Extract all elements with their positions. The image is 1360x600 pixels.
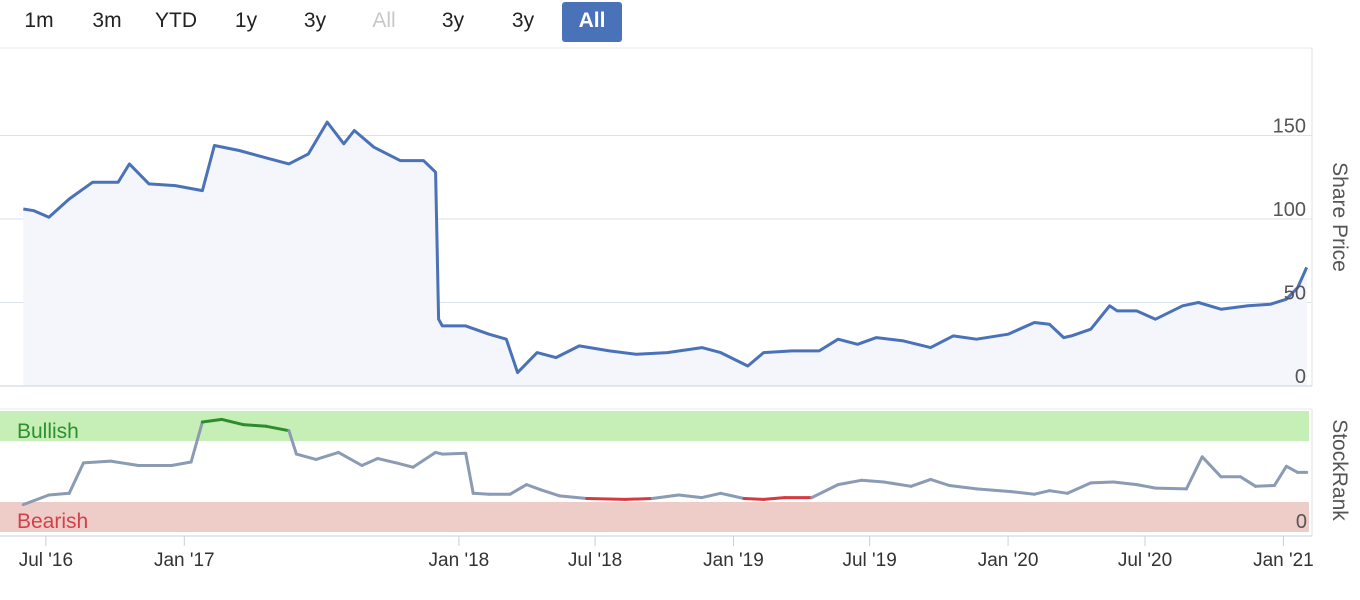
stockrank-segment bbox=[1047, 489, 1069, 495]
range-button-3m[interactable]: 3m bbox=[92, 9, 122, 32]
stockrank-segment bbox=[47, 491, 71, 497]
range-button-1y[interactable]: 1y bbox=[234, 9, 258, 32]
price-y-tick-100: 100 bbox=[1273, 199, 1306, 221]
stockrank-segment bbox=[170, 460, 193, 467]
stockrank-segment bbox=[440, 451, 468, 456]
stockrank-segment bbox=[1066, 481, 1093, 495]
stockrank-segment bbox=[1009, 490, 1036, 496]
bearish-zone bbox=[0, 502, 1309, 532]
x-tick-label: Jul '16 bbox=[19, 550, 73, 571]
stockrank-segment bbox=[836, 478, 863, 487]
stockrank-segment bbox=[677, 493, 704, 500]
price-panel: 150 100 50 0 Share Price bbox=[0, 47, 1351, 389]
stockrank-segment bbox=[241, 423, 268, 428]
x-tick-label: Jan '20 bbox=[978, 550, 1039, 571]
stockrank-segment bbox=[700, 491, 723, 500]
stockrank-segment bbox=[1032, 489, 1051, 496]
stockrank-segment bbox=[623, 497, 654, 501]
stockrank-segment bbox=[1184, 455, 1204, 491]
stockrank-segment bbox=[376, 457, 398, 465]
stockrank-segment bbox=[264, 424, 291, 433]
stockrank-segment bbox=[314, 450, 340, 461]
stockrank-segment bbox=[294, 452, 318, 461]
stockrank-segment bbox=[929, 477, 951, 487]
stockrank-segment bbox=[1089, 480, 1115, 485]
bearish-zone-label: Bearish bbox=[17, 510, 88, 533]
price-y-tick-0: 0 bbox=[1295, 366, 1306, 388]
stockrank-segment bbox=[882, 480, 913, 488]
stockrank-segment bbox=[909, 477, 933, 488]
stockrank-segment bbox=[810, 483, 840, 500]
stockrank-series bbox=[21, 417, 1309, 507]
stockrank-segment bbox=[287, 429, 298, 456]
stockrank-segment bbox=[1272, 464, 1288, 487]
stockrank-segment bbox=[411, 450, 438, 469]
stockrank-segment bbox=[471, 491, 491, 496]
stockrank-segment bbox=[200, 417, 224, 424]
stockrank-segment bbox=[109, 459, 140, 467]
x-axis: Jul '16 Jan '17 Jan '18 Jul '18 Jan '19 Jul '… bbox=[19, 536, 1314, 571]
stockrank-segment bbox=[1111, 480, 1139, 487]
price-axis-title: Share Price bbox=[1328, 162, 1351, 272]
bullish-zone-label: Bullish bbox=[17, 420, 79, 443]
stockrank-segment bbox=[859, 478, 886, 484]
rank-y-tick-0: 0 bbox=[1296, 511, 1307, 533]
stockrank-segment bbox=[1200, 455, 1223, 479]
x-tick-label: Jul '19 bbox=[842, 550, 896, 571]
stockrank-segment bbox=[82, 459, 113, 465]
price-y-tick-50: 50 bbox=[1284, 283, 1306, 305]
stockrank-segment bbox=[395, 461, 415, 469]
stockrank-segment bbox=[762, 496, 787, 501]
range-button-ytd[interactable]: YTD bbox=[155, 9, 197, 32]
range-button-3y-third[interactable]: 3y bbox=[511, 9, 535, 32]
price-series-line bbox=[23, 120, 1309, 375]
price-y-ticks: 150 100 50 0 bbox=[1273, 116, 1306, 389]
stockrank-segment bbox=[1154, 486, 1188, 491]
range-button-all[interactable]: All bbox=[562, 2, 622, 42]
stockrank-segment bbox=[220, 417, 245, 427]
price-area-fill bbox=[23, 122, 1307, 386]
x-tick-label: Jul '18 bbox=[568, 550, 622, 571]
range-button-3y-second[interactable]: 3y bbox=[441, 9, 465, 32]
stockrank-segment bbox=[360, 457, 380, 467]
x-tick-label: Jan '21 bbox=[1253, 550, 1314, 571]
stockrank-segment bbox=[1254, 484, 1276, 488]
stockrank-segment bbox=[650, 493, 681, 500]
stockrank-segment bbox=[719, 491, 746, 500]
bullish-zone bbox=[0, 411, 1309, 441]
range-selector: 1m 3m YTD 1y 3y All 3y 3y All bbox=[0, 0, 700, 44]
rank-axis-title: StockRank bbox=[1328, 419, 1351, 521]
x-tick-label: Jan '17 bbox=[154, 550, 215, 571]
range-button-3y[interactable]: 3y bbox=[303, 9, 327, 32]
price-y-tick-150: 150 bbox=[1273, 116, 1306, 138]
range-button-all-disabled: All bbox=[372, 9, 396, 32]
stockrank-panel: Bullish Bearish 0 StockRank bbox=[0, 408, 1351, 537]
stockrank-segment bbox=[67, 461, 85, 495]
stockrank-segment bbox=[558, 494, 589, 500]
stockrank-segment bbox=[21, 493, 51, 507]
stockrank-segment bbox=[975, 487, 1013, 494]
stockrank-segment bbox=[337, 450, 364, 467]
stockrank-segment bbox=[189, 420, 204, 464]
x-tick-label: Jan '19 bbox=[703, 550, 764, 571]
stockrank-segment bbox=[947, 484, 978, 491]
range-button-1m[interactable]: 1m bbox=[24, 9, 54, 32]
stockrank-segment bbox=[742, 497, 766, 501]
stockrank-segment bbox=[1284, 464, 1300, 474]
stockrank-segment bbox=[1135, 483, 1157, 490]
stockrank-segment bbox=[464, 451, 475, 495]
x-tick-label: Jan '18 bbox=[429, 550, 490, 571]
stockrank-segment bbox=[1239, 475, 1258, 488]
stockrank-segment bbox=[525, 483, 543, 492]
x-tick-label: Jul '20 bbox=[1118, 550, 1172, 571]
stockrank-segment bbox=[508, 483, 529, 496]
stockrank-segment bbox=[585, 497, 627, 501]
stockrank-segment bbox=[539, 488, 562, 498]
